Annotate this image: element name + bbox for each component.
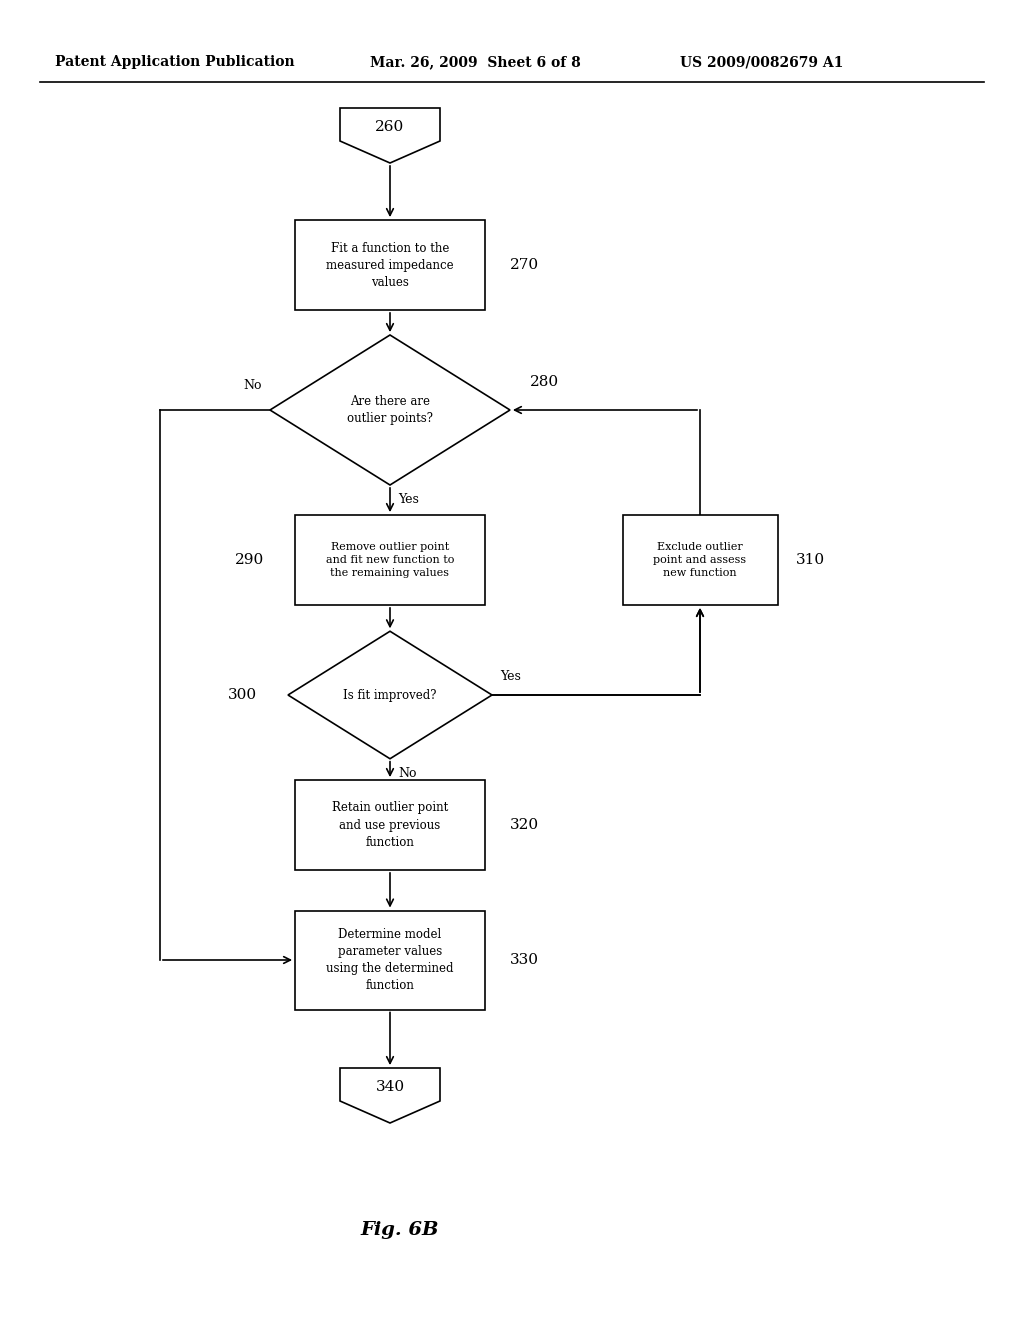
Polygon shape — [340, 1068, 440, 1123]
Text: Are there are
outlier points?: Are there are outlier points? — [347, 395, 433, 425]
Polygon shape — [288, 631, 492, 759]
Bar — [295, 220, 485, 310]
Text: Remove outlier point
and fit new function to
the remaining values: Remove outlier point and fit new functio… — [326, 541, 455, 578]
Text: Yes: Yes — [398, 492, 419, 506]
Text: Retain outlier point
and use previous
function: Retain outlier point and use previous fu… — [332, 801, 449, 849]
Bar — [295, 515, 485, 605]
Text: Determine model
parameter values
using the determined
function: Determine model parameter values using t… — [327, 928, 454, 993]
Bar — [295, 780, 485, 870]
Text: Fig. 6B: Fig. 6B — [360, 1221, 438, 1239]
Text: No: No — [398, 767, 417, 780]
Text: Exclude outlier
point and assess
new function: Exclude outlier point and assess new fun… — [653, 541, 746, 578]
Bar — [295, 911, 485, 1010]
Text: US 2009/0082679 A1: US 2009/0082679 A1 — [680, 55, 844, 69]
Text: 320: 320 — [510, 818, 539, 832]
Polygon shape — [340, 108, 440, 162]
Bar — [623, 515, 777, 605]
Text: 300: 300 — [228, 688, 257, 702]
Text: Is fit improved?: Is fit improved? — [343, 689, 437, 701]
Text: 340: 340 — [376, 1080, 404, 1094]
Text: Fit a function to the
measured impedance
values: Fit a function to the measured impedance… — [327, 242, 454, 289]
Text: 310: 310 — [796, 553, 824, 568]
Text: No: No — [244, 379, 262, 392]
Text: 280: 280 — [530, 375, 559, 389]
Text: 270: 270 — [510, 257, 539, 272]
Text: Mar. 26, 2009  Sheet 6 of 8: Mar. 26, 2009 Sheet 6 of 8 — [370, 55, 581, 69]
Text: Patent Application Publication: Patent Application Publication — [55, 55, 295, 69]
Text: 290: 290 — [234, 553, 264, 568]
Text: 330: 330 — [510, 953, 539, 968]
Polygon shape — [270, 335, 510, 484]
Text: 260: 260 — [376, 120, 404, 135]
Text: Yes: Yes — [500, 671, 521, 682]
